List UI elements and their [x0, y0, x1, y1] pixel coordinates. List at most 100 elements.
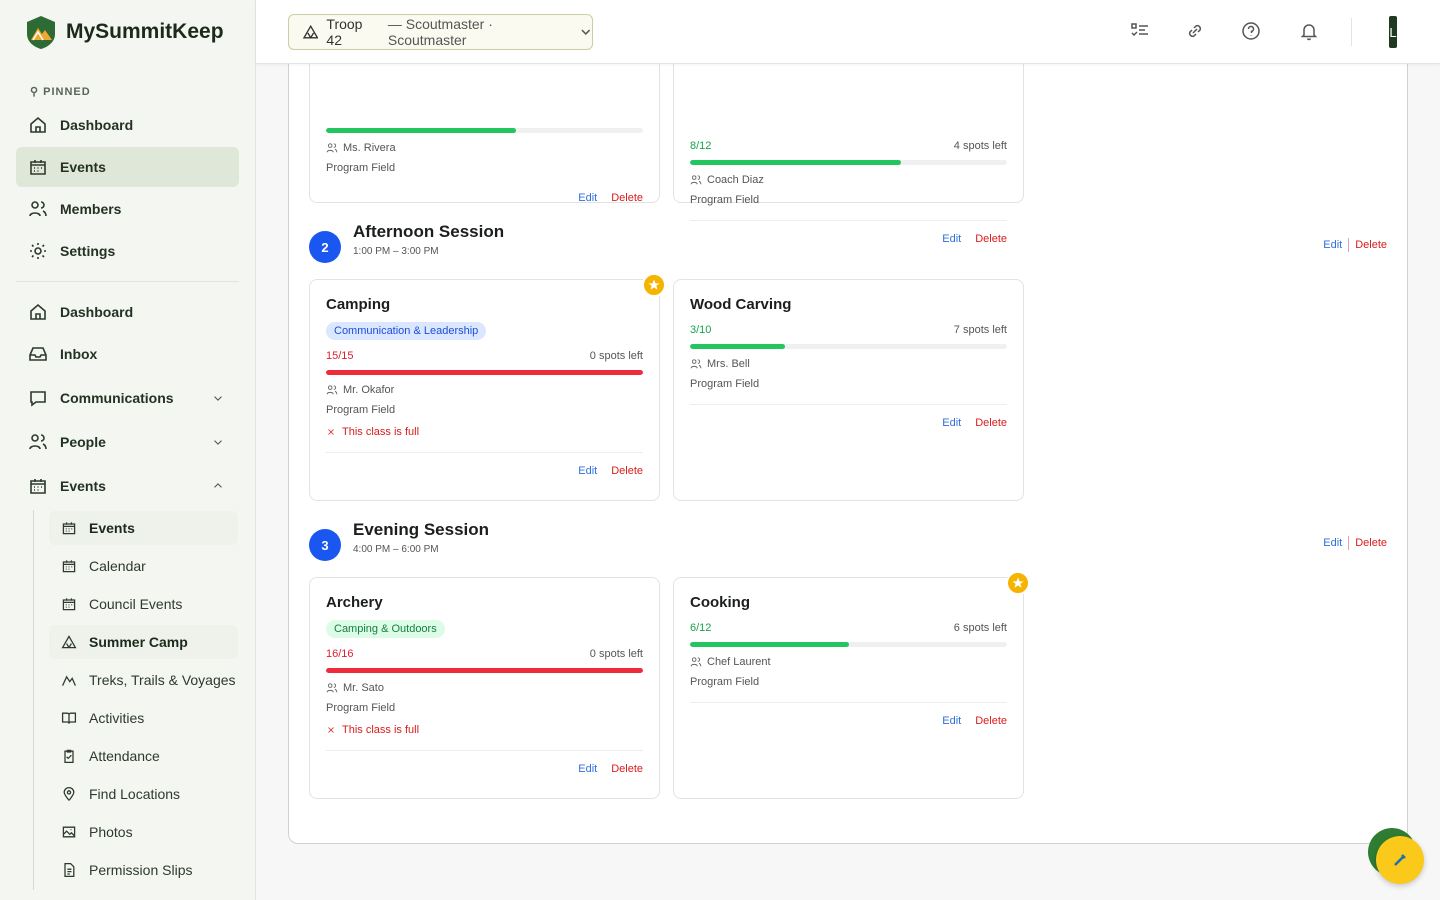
- class-card: Archery Camping & Outdoors 16/16 0 spots le…: [309, 577, 660, 799]
- instructor: Mr. Okafor: [326, 383, 643, 396]
- instructor: Mrs. Bell: [690, 357, 1007, 370]
- enrolled-count: 16/16: [326, 648, 354, 660]
- spots-left: 0 spots left: [589, 648, 643, 660]
- location: Program Field: [326, 161, 396, 174]
- chevron: [581, 29, 591, 35]
- delete-link[interactable]: Delete: [1355, 537, 1387, 549]
- nav-label: Inbox: [60, 346, 98, 362]
- icon: [62, 560, 76, 573]
- delete-link[interactable]: Delete: [975, 715, 1007, 727]
- icon: [62, 826, 76, 838]
- nav-item[interactable]: People: [16, 422, 239, 462]
- icon: [30, 391, 46, 407]
- edit-link[interactable]: Edit: [942, 233, 962, 245]
- edit-link[interactable]: Edit: [942, 715, 962, 727]
- nav-item[interactable]: Dashboard: [16, 292, 239, 332]
- subnav-item[interactable]: Permission Slips: [49, 853, 238, 887]
- subnav-item[interactable]: Find Locations: [49, 777, 238, 811]
- delete-link[interactable]: Delete: [611, 465, 643, 477]
- subnav-label: Calendar: [89, 558, 146, 574]
- icon: [30, 303, 46, 320]
- session-time: 4:00 PM – 6:00 PM: [353, 544, 439, 555]
- icon: [29, 347, 47, 361]
- tasks-icon[interactable]: [1130, 21, 1150, 41]
- delete-link[interactable]: Delete: [1355, 239, 1387, 251]
- logo: [27, 16, 55, 49]
- help-icon[interactable]: [1241, 21, 1261, 41]
- location: Program Field: [690, 675, 760, 688]
- class-title: Wood Carving: [690, 296, 792, 313]
- instructor: Mr. Sato: [326, 681, 643, 694]
- pinned-label: Events: [60, 159, 106, 175]
- nav-item[interactable]: Inbox: [16, 334, 239, 374]
- icon: [62, 675, 76, 686]
- edit-link[interactable]: Edit: [942, 417, 962, 429]
- delete-link[interactable]: Delete: [611, 763, 643, 775]
- capacity-bar: [690, 344, 1007, 349]
- subnav-item[interactable]: Calendar: [49, 549, 238, 583]
- capacity-bar: [326, 128, 643, 133]
- edit-link[interactable]: Edit: [1323, 239, 1343, 251]
- subnav-item[interactable]: Photos: [49, 815, 238, 849]
- nav-label: Dashboard: [60, 304, 134, 320]
- subnav-label: Summer Camp: [89, 634, 188, 650]
- instructor-name: Chef Laurent: [707, 655, 771, 668]
- edit-link[interactable]: Edit: [578, 192, 598, 204]
- delete-link[interactable]: Delete: [611, 192, 643, 204]
- delete-link[interactable]: Delete: [975, 233, 1007, 245]
- troop-selector[interactable]: Troop 42 — Scoutmaster · Scoutmaster: [288, 14, 593, 50]
- nav-item[interactable]: Communications: [16, 378, 239, 418]
- location: Program Field: [690, 377, 760, 390]
- fab-tool[interactable]: [1376, 836, 1424, 884]
- edit-link[interactable]: Edit: [1323, 537, 1343, 549]
- subnav-line: [33, 510, 34, 890]
- icon: [648, 279, 660, 290]
- chevron: [214, 483, 222, 488]
- icon: [326, 682, 338, 692]
- brand[interactable]: MySummitKeep: [24, 14, 224, 50]
- instructor-name: Mr. Okafor: [343, 383, 395, 396]
- spots-left: 0 spots left: [589, 350, 643, 362]
- nav-item[interactable]: Events: [16, 466, 239, 506]
- full-note: This class is full: [326, 426, 643, 438]
- session-text: Afternoon Session 1:00 PM – 3:00 PM: [353, 222, 504, 257]
- session-title: Evening Session: [353, 520, 490, 539]
- pinned-item[interactable]: Dashboard: [16, 105, 239, 145]
- icon: [64, 862, 75, 878]
- pinned-item[interactable]: Settings: [16, 231, 239, 271]
- session-title: Afternoon Session: [353, 222, 505, 241]
- subnav-label: Photos: [89, 824, 133, 840]
- class-card: Ms. Rivera Program Field Edit Delete: [309, 41, 660, 204]
- separator: [1348, 536, 1350, 550]
- separator: [1351, 18, 1352, 46]
- subnav-label: Find Locations: [89, 786, 181, 802]
- edit-link[interactable]: Edit: [578, 465, 598, 477]
- spots-left: 4 spots left: [953, 140, 1007, 152]
- nav-label: Events: [60, 478, 106, 494]
- avatar[interactable]: L: [1389, 16, 1397, 48]
- instructor-name: Coach Diaz: [707, 173, 764, 186]
- pinned-item[interactable]: Events: [16, 147, 239, 187]
- icon: [30, 160, 46, 175]
- subnav-item[interactable]: Council Events: [49, 587, 238, 621]
- edit-link[interactable]: Edit: [578, 763, 598, 775]
- subnav-item[interactable]: Activities: [49, 701, 238, 735]
- pinned-label: Dashboard: [60, 117, 134, 133]
- capacity-bar: [690, 160, 1007, 165]
- subnav-item[interactable]: Summer Camp: [49, 625, 238, 659]
- delete-link[interactable]: Delete: [975, 417, 1007, 429]
- subnav-item[interactable]: Treks, Trails & Voyages: [49, 663, 238, 697]
- subnav-item[interactable]: Attendance: [49, 739, 238, 773]
- icon: [62, 522, 76, 535]
- class-tag: Camping & Outdoors: [326, 620, 445, 638]
- capacity-fill: [326, 370, 643, 375]
- pinned-item[interactable]: Members: [16, 189, 239, 229]
- separator: [1348, 238, 1350, 252]
- link-icon[interactable]: [1185, 21, 1205, 41]
- bell-icon[interactable]: [1299, 21, 1319, 41]
- class-title: Cooking: [690, 594, 750, 611]
- subnav-item[interactable]: Events: [49, 511, 238, 545]
- pinned-label: ⚲ PINNED: [30, 86, 91, 98]
- chevron: [214, 440, 222, 445]
